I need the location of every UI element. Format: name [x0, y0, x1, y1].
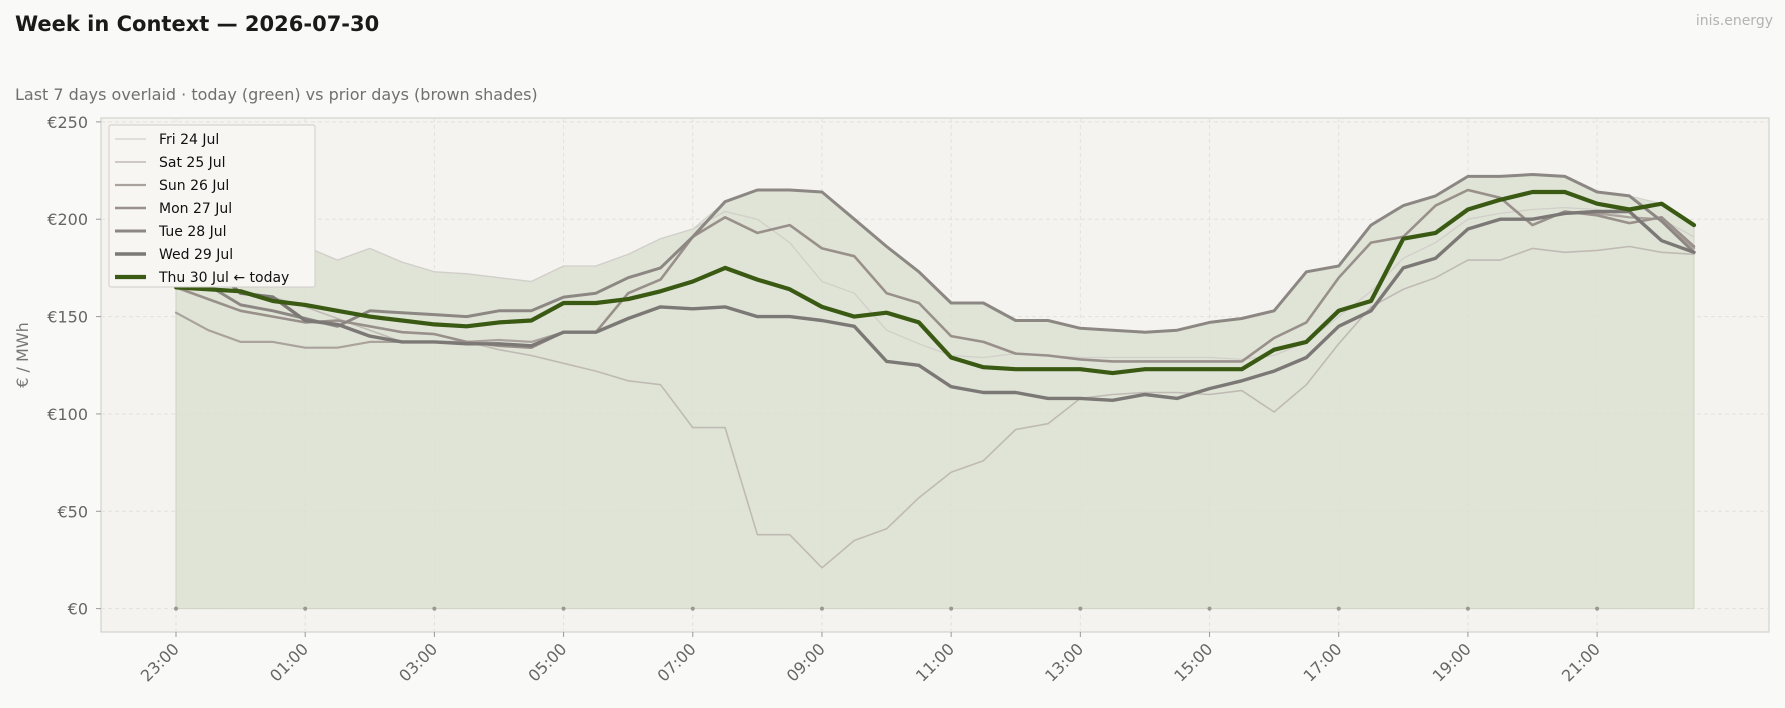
x-tick-label: 15:00 — [1170, 639, 1216, 685]
legend-item: Sun 26 Jul — [115, 178, 229, 194]
x-baseline-dot — [303, 606, 308, 611]
x-baseline-dot — [1078, 606, 1083, 611]
legend-label: Tue 28 Jul — [158, 224, 227, 240]
y-tick-label: €0 — [68, 600, 88, 619]
x-tick-label: 19:00 — [1429, 639, 1475, 685]
legend-label: Sun 26 Jul — [159, 178, 229, 194]
x-tick-label: 11:00 — [912, 639, 958, 685]
y-axis-label: € / MWh — [13, 322, 32, 388]
x-baseline-dot — [432, 606, 437, 611]
y-tick-label: €100 — [47, 405, 88, 424]
x-baseline-dot — [1595, 606, 1600, 611]
x-tick-label: 07:00 — [654, 639, 700, 685]
legend-item: Sat 25 Jul — [115, 155, 226, 171]
x-baseline-dot — [174, 606, 178, 611]
x-baseline-dot — [949, 606, 954, 611]
x-baseline-dot — [819, 606, 824, 611]
x-baseline-dot — [690, 606, 695, 611]
series-line-mon — [174, 188, 1696, 363]
legend-label: Wed 29 Jul — [159, 247, 233, 263]
legend-label: Fri 24 Jul — [159, 132, 219, 148]
legend-label: Thu 30 Jul ← today — [158, 270, 289, 286]
legend-item: Thu 30 Jul ← today — [115, 270, 289, 286]
x-tick-label: 23:00 — [137, 639, 183, 685]
series-line-thu — [173, 189, 1697, 376]
series-line-fri — [175, 206, 1695, 361]
x-baseline-dot — [1336, 606, 1341, 611]
x-tick-label: 03:00 — [395, 639, 441, 685]
y-tick-label: €250 — [47, 113, 88, 132]
series-line-wed — [174, 209, 1696, 402]
y-tick-label: €200 — [47, 210, 88, 229]
legend-item: Wed 29 Jul — [115, 247, 233, 263]
x-tick-label: 05:00 — [524, 639, 570, 685]
x-tick-label: 09:00 — [783, 639, 829, 685]
x-baseline-dot — [1465, 606, 1470, 611]
legend-label: Mon 27 Jul — [159, 201, 232, 217]
x-tick-label: 01:00 — [266, 639, 312, 685]
legend-item: Tue 28 Jul — [115, 224, 227, 240]
legend-label: Sat 25 Jul — [159, 155, 226, 171]
chart-subtitle: Last 7 days overlaid · today (green) vs … — [15, 85, 538, 104]
y-tick-label: €150 — [47, 308, 88, 327]
x-tick-label: 21:00 — [1558, 639, 1604, 685]
y-tick-label: €50 — [57, 502, 88, 521]
legend-box — [108, 124, 316, 288]
brand-label: inis.energy — [1695, 13, 1773, 29]
series-line-tue — [174, 173, 1696, 334]
x-tick-label: 17:00 — [1300, 639, 1346, 685]
x-baseline-dot — [561, 606, 566, 611]
legend-item: Mon 27 Jul — [115, 201, 232, 217]
x-baseline-dot — [1207, 606, 1212, 611]
x-tick-label: 13:00 — [1041, 639, 1087, 685]
chart-title: Week in Context — 2026-07-30 — [15, 12, 380, 36]
legend-item: Fri 24 Jul — [115, 132, 219, 148]
